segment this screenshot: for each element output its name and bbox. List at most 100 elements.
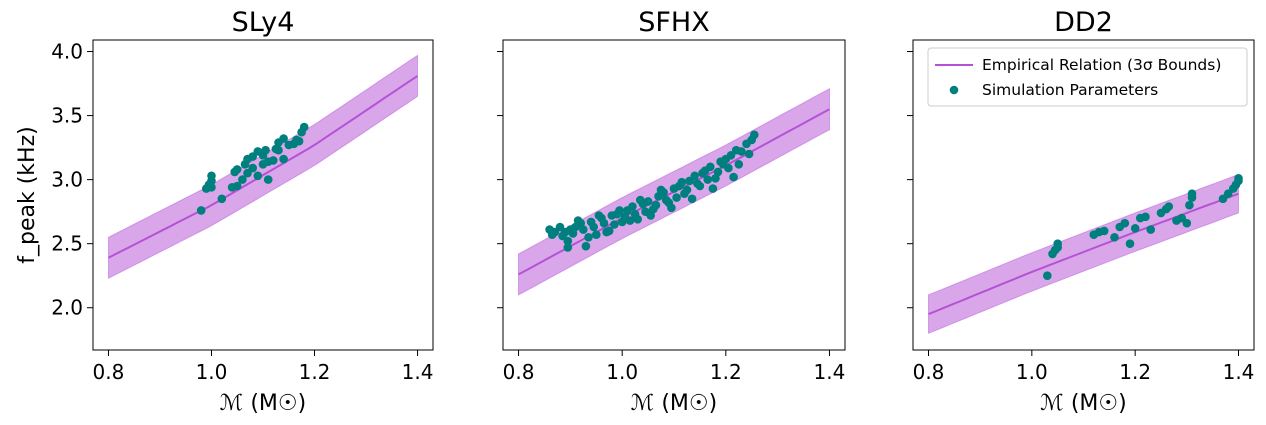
- simulation-point: [573, 216, 583, 225]
- simulation-point: [1110, 233, 1119, 242]
- y-axis-label: f_peak (kHz): [15, 126, 40, 263]
- panel-title: SFHX: [638, 7, 709, 38]
- relation-line: [108, 75, 419, 259]
- simulation-point: [1099, 226, 1109, 236]
- simulation-point: [737, 147, 746, 156]
- simulation-point: [661, 195, 671, 205]
- x-axis-label: ℳ (M☉): [220, 391, 306, 416]
- x-tick-label: 1.4: [1223, 360, 1255, 384]
- simulation-point: [630, 209, 640, 219]
- simulation-point: [698, 168, 707, 178]
- simulation-point: [604, 226, 614, 236]
- simulation-point: [207, 183, 216, 192]
- x-tick-label: 1.2: [1119, 360, 1151, 384]
- relation-line: [928, 192, 1239, 316]
- simulation-point: [687, 194, 697, 204]
- simulation-point: [232, 165, 242, 174]
- simulation-point: [196, 206, 206, 215]
- simulation-point: [299, 122, 309, 132]
- simulation-point: [1043, 271, 1052, 281]
- y-tick-label: 4.0: [51, 40, 83, 64]
- panel-sfhx: 0.8 1.0 1.2 1.4 SFHX ℳ (M☉): [497, 7, 846, 416]
- x-tick-label: 0.8: [93, 360, 125, 384]
- simulation-point: [1182, 218, 1192, 228]
- simulation-point: [568, 229, 578, 238]
- simulation-point: [703, 175, 712, 184]
- simulation-point: [651, 200, 661, 210]
- simulation-point: [217, 194, 227, 204]
- simulation-point: [636, 195, 645, 205]
- legend-point-swatch: [949, 85, 959, 95]
- simulation-point: [279, 154, 288, 164]
- simulation-point: [1120, 218, 1130, 228]
- x-tick-label: 0.8: [913, 360, 945, 384]
- x-axis-label: ℳ (M☉): [631, 391, 717, 416]
- panel-title: SLy4: [232, 7, 295, 38]
- simulation-point: [628, 202, 637, 211]
- simulation-point: [261, 145, 270, 155]
- panel-title: DD2: [1054, 7, 1113, 38]
- simulation-point: [706, 162, 715, 172]
- y-tick-label: 3.0: [51, 168, 83, 192]
- axes-frame: [502, 39, 846, 351]
- simulation-point: [1130, 224, 1140, 233]
- simulation-point: [547, 230, 557, 239]
- simulation-point: [1053, 239, 1062, 248]
- x-tick-label: 1.4: [402, 360, 434, 384]
- simulation-point: [672, 193, 681, 202]
- x-tick-label: 1.0: [196, 360, 228, 384]
- panel-dd2: 0.8 1.0 1.2 1.4 DD2 ℳ (M☉) Empirical Relation …: [907, 7, 1255, 416]
- legend-entry-relation: Empirical Relation (3σ Bounds): [982, 56, 1221, 74]
- simulation-point: [238, 175, 247, 184]
- simulation-point: [646, 211, 655, 220]
- simulation-point: [1141, 212, 1150, 222]
- x-tick-label: 1.2: [299, 360, 331, 384]
- simulation-point: [274, 145, 283, 155]
- simulation-point: [232, 181, 242, 191]
- simulation-point: [708, 184, 718, 193]
- simulation-point: [677, 177, 687, 187]
- x-tick-label: 0.8: [503, 360, 535, 384]
- simulation-point: [563, 243, 573, 252]
- simulation-point: [1234, 174, 1243, 183]
- simulation-point: [563, 236, 573, 246]
- simulation-point: [750, 130, 759, 140]
- simulation-point: [690, 171, 699, 181]
- simulation-point: [1185, 200, 1194, 210]
- legend-box: [927, 47, 1248, 107]
- x-tick-label: 1.2: [710, 360, 742, 384]
- y-tick-label: 2.5: [51, 232, 83, 256]
- simulation-point: [734, 160, 744, 169]
- simulation-point: [592, 230, 601, 239]
- x-tick-label: 1.4: [814, 360, 846, 384]
- simulation-point: [599, 218, 609, 228]
- y-tick-label: 3.5: [51, 104, 83, 128]
- simulation-point: [279, 134, 288, 143]
- simulation-point: [744, 149, 754, 159]
- x-axis-label: ℳ (M☉): [1040, 391, 1126, 416]
- simulation-point: [643, 197, 653, 206]
- simulation-point: [610, 220, 619, 229]
- simulation-point: [713, 167, 723, 177]
- axes-frame: [912, 39, 1255, 351]
- simulation-point: [294, 136, 304, 146]
- simulation-point: [581, 241, 591, 251]
- simulation-point: [207, 171, 216, 181]
- simulation-point: [1164, 202, 1174, 211]
- simulation-point: [253, 171, 263, 181]
- simulation-point: [1187, 189, 1197, 198]
- y-tick-label: 2.0: [51, 296, 83, 320]
- simulation-point: [1125, 239, 1135, 248]
- simulation-point: [579, 225, 588, 234]
- simulation-point: [625, 216, 635, 225]
- x-tick-label: 1.0: [1016, 360, 1048, 384]
- simulation-point: [718, 160, 728, 169]
- axes-frame: [92, 39, 434, 351]
- simulation-point: [729, 172, 738, 182]
- simulation-point: [584, 233, 593, 242]
- simulation-point: [682, 185, 692, 195]
- simulation-point: [615, 206, 624, 215]
- legend-entry-simulation: Simulation Parameters: [982, 81, 1158, 99]
- simulation-point: [693, 179, 702, 188]
